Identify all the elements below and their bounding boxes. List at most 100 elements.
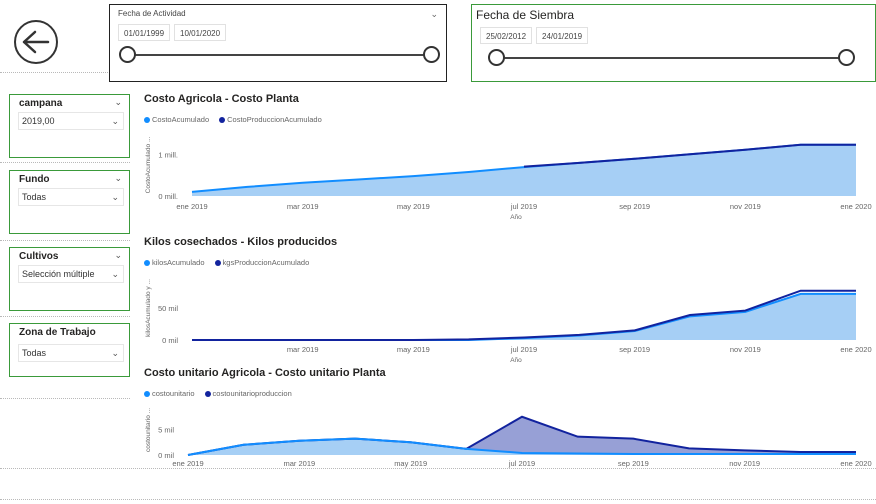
x-tick-label: may 2019: [397, 345, 430, 354]
dropdown-value: Todas: [22, 192, 47, 202]
dotted-separator: [0, 162, 130, 163]
x-tick-label: ene 2019: [176, 202, 207, 211]
legend-item: costounitario: [144, 389, 195, 398]
legend-item: kilosAcumulado: [144, 258, 205, 267]
series-line: [187, 437, 856, 456]
fundo-slicer[interactable]: Fundo ⌄ Todas ⌄: [9, 170, 130, 234]
dropdown-value: 2019,00: [22, 116, 55, 126]
chevron-down-icon: ⌄: [111, 192, 119, 202]
fecha-actividad-slicer[interactable]: Fecha de Actividad ⌄ 01/01/1999 10/01/20…: [109, 4, 447, 82]
costo-unitario-chart: 0 mil 5 mil costounitario ... ene 2019 mar 2…: [145, 408, 872, 468]
chevron-down-icon[interactable]: ⌄: [114, 250, 122, 260]
legend-dot-icon: [144, 391, 150, 398]
chevron-down-icon[interactable]: ⌄: [114, 173, 122, 183]
x-tick-label: jul 2019: [510, 202, 537, 211]
x-axis-label: Año: [510, 357, 522, 364]
x-tick-label: sep 2019: [619, 202, 650, 211]
x-tick-label: may 2019: [397, 202, 430, 211]
legend-item: CostoAcumulado: [144, 115, 209, 124]
y-tick-label: 5 mil: [158, 426, 174, 435]
x-tick-label: nov 2019: [729, 459, 760, 468]
legend-label: costounitario: [152, 389, 195, 398]
chevron-down-icon[interactable]: ⌄: [430, 9, 438, 19]
slider-end-handle[interactable]: [423, 46, 440, 63]
x-tick-label: nov 2019: [730, 345, 761, 354]
slicer-title: campana: [19, 98, 63, 109]
start-date-input[interactable]: 01/01/1999: [118, 24, 171, 41]
slider-track[interactable]: [496, 57, 848, 59]
slicer-title: Fundo: [19, 174, 50, 185]
campana-slicer[interactable]: campana ⌄ 2019,00 ⌄: [9, 94, 130, 158]
dropdown-value: Todas: [22, 348, 47, 358]
legend-dot-icon: [144, 260, 150, 267]
chevron-down-icon: ⌄: [111, 269, 119, 279]
fecha-siembra-slicer[interactable]: Fecha de Siembra 25/02/2012 24/01/2019: [471, 4, 876, 82]
y-tick-label: 0 mil: [162, 336, 178, 345]
slicer-title: Fecha de Actividad: [118, 9, 186, 18]
x-tick-label: ene 2019: [172, 459, 203, 468]
fundo-dropdown[interactable]: Todas ⌄: [18, 188, 124, 206]
zona-trabajo-slicer[interactable]: Zona de Trabajo Todas ⌄: [9, 323, 130, 377]
kilos-chart: 0 mil 50 mil kilosAcumulado y ... mar 2019 m…: [145, 279, 872, 364]
y-axis-label: costounitario ...: [145, 408, 152, 452]
campana-dropdown[interactable]: 2019,00 ⌄: [18, 112, 124, 130]
legend-label: kgsProduccionAcumulado: [222, 258, 310, 267]
slider-track[interactable]: [126, 54, 432, 56]
legend-dot-icon: [214, 260, 221, 267]
x-tick-label: jul 2019: [510, 345, 537, 354]
chart-title: Costo unitario Agricola - Costo unitario…: [144, 367, 386, 379]
x-tick-label: sep 2019: [618, 459, 649, 468]
end-date-input[interactable]: 10/01/2020: [174, 24, 227, 41]
legend-item: CostoProduccionAcumulado: [219, 115, 322, 124]
legend-label: CostoAcumulado: [152, 115, 210, 124]
x-tick-label: ene 2020: [840, 345, 871, 354]
y-axis-label: CostoAcumulado ...: [145, 136, 152, 193]
series-area: [188, 438, 856, 455]
legend-dot-icon: [204, 391, 211, 398]
legend-dot-icon: [219, 117, 226, 124]
chart-legend: costounitario costounitarioproduccion: [144, 389, 292, 398]
x-tick-label: sep 2019: [619, 345, 650, 354]
x-tick-label: ene 2020: [840, 202, 871, 211]
costo-chart: 0 mill. 1 mill. CostoAcumulado ... ene 2019…: [145, 136, 872, 221]
legend-item: kgsProduccionAcumulado: [214, 258, 310, 267]
chevron-down-icon[interactable]: ⌄: [114, 97, 122, 107]
legend-label: costounitarioproduccion: [212, 389, 292, 398]
cultivos-slicer[interactable]: Cultivos ⌄ Selección múltiple ⌄: [9, 247, 130, 311]
dotted-separator: [0, 72, 108, 73]
chart-title: Costo Agricola - Costo Planta: [144, 93, 299, 105]
series-area: [192, 144, 856, 196]
x-axis-label: Año: [510, 214, 522, 221]
chart-title: Kilos cosechados - Kilos producidos: [144, 236, 338, 248]
dropdown-value: Selección múltiple: [22, 269, 95, 279]
chevron-down-icon: ⌄: [111, 348, 119, 358]
x-tick-label: mar 2019: [283, 459, 315, 468]
slicer-title: Zona de Trabajo: [19, 327, 96, 338]
slider-end-handle[interactable]: [838, 49, 855, 66]
y-tick-label: 1 mill.: [158, 151, 178, 160]
dotted-separator: [0, 398, 130, 399]
dotted-separator: [0, 468, 876, 469]
series-area: [192, 293, 856, 340]
end-date-input[interactable]: 24/01/2019: [536, 27, 589, 44]
series-line: [192, 289, 856, 341]
slider-start-handle[interactable]: [488, 49, 505, 66]
x-tick-label: nov 2019: [730, 202, 761, 211]
legend-dot-icon: [144, 117, 150, 124]
y-tick-label: 0 mill.: [158, 192, 178, 201]
zona-trabajo-dropdown[interactable]: Todas ⌄: [18, 344, 124, 362]
x-tick-label: mar 2019: [287, 345, 319, 354]
legend-label: kilosAcumulado: [152, 258, 205, 267]
back-button[interactable]: [14, 20, 58, 64]
slider-start-handle[interactable]: [119, 46, 136, 63]
legend-label: CostoProduccionAcumulado: [227, 115, 322, 124]
dotted-separator: [0, 316, 130, 317]
chart-legend: CostoAcumulado CostoProduccionAcumulado: [144, 115, 322, 124]
y-tick-label: 50 mil: [158, 304, 178, 313]
x-tick-label: jul 2019: [508, 459, 535, 468]
x-tick-label: mar 2019: [287, 202, 319, 211]
cultivos-dropdown[interactable]: Selección múltiple ⌄: [18, 265, 124, 283]
slicer-title: Fecha de Siembra: [476, 8, 575, 22]
start-date-input[interactable]: 25/02/2012: [480, 27, 533, 44]
x-tick-label: may 2019: [394, 459, 427, 468]
